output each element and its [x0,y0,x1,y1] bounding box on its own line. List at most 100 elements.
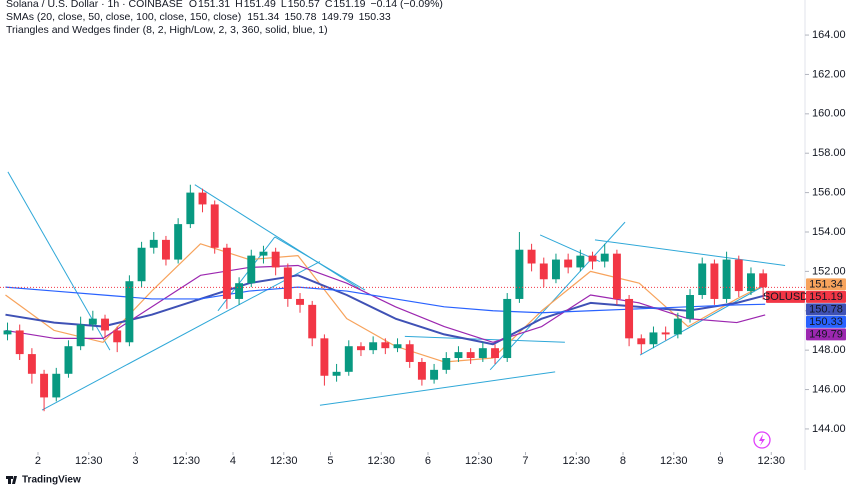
candle-body [52,373,61,398]
candle-body [161,239,170,260]
candle-body [673,318,682,335]
ohlc-value: 151.49 [244,0,276,10]
price-tag [806,315,846,328]
candle-body [503,298,512,359]
chart-title: Solana / U.S. Dollar · 1h · COINBASE [6,0,183,10]
pattern-title: Triangles and Wedges finder (8, 2, High/… [6,24,328,36]
axes: 144.00146.00148.00150.00152.00154.00156.… [35,29,846,467]
x-tick-label: 12:30 [465,455,493,467]
candle-body [393,344,402,349]
candle-body [527,249,536,264]
candle-body [661,332,670,335]
candle-body [442,358,451,370]
candle-body [417,361,426,380]
x-tick-label: 12:30 [368,455,396,467]
y-tick-label: 148.00 [812,344,846,356]
ohlc-key: C [325,0,333,10]
x-tick-label: 2 [35,455,41,467]
trendline [594,239,786,266]
x-tick-label: 12:30 [758,455,786,467]
ohlc-key: O [189,0,197,10]
trendline [319,371,556,406]
candle-body [722,259,731,299]
lightning-icon[interactable] [753,431,771,449]
candle-body [125,281,134,343]
candle-body [15,330,24,355]
ohlc-value: 151.31 [198,0,230,10]
sma-line [5,286,766,314]
y-tick-label: 158.00 [812,147,846,159]
candle-body [539,263,548,280]
price-tag-label: 150.78 [809,303,843,315]
candle-body [649,332,658,345]
candle-body [222,247,231,299]
candle-body [64,346,73,374]
sma-value: 150.33 [359,11,391,23]
icon-ring [753,431,771,449]
y-tick-label: 160.00 [812,108,846,120]
candle-body [40,373,49,398]
ohlc-value: 151.19 [333,0,365,10]
y-tick-label: 152.00 [812,265,846,277]
candle-body [186,192,195,225]
sma-value: 150.78 [284,11,316,23]
header: Solana / U.S. Dollar · 1h · COINBASE SMA… [6,0,443,36]
candle-body [27,354,36,374]
candle-body [137,247,146,282]
candle-body [564,259,573,268]
symbol-label: SOLUSD [763,291,808,303]
price-tag [806,303,846,316]
candle-body [747,273,755,292]
candle-body [600,253,609,262]
plot [0,171,805,412]
ohlc-key: H [235,0,243,10]
candle-body [625,298,634,339]
candle-body [283,267,292,299]
candle-body [637,338,646,345]
candle-body [101,318,109,331]
brand-logo[interactable]: TradingView [6,475,81,485]
x-tick-label: 8 [620,455,626,467]
candle-body [576,255,585,268]
candle-body [76,324,85,347]
ohlc-value: 150.57 [288,0,320,10]
candle-body [247,255,256,284]
candle-body [320,338,329,376]
candle-body [515,249,524,299]
y-tick-label: 154.00 [812,226,846,238]
trendline [194,184,361,290]
candle-body [381,342,390,349]
logo-mark [6,476,17,484]
y-tick-label: 146.00 [812,383,846,395]
y-tick-label: 144.00 [812,423,846,435]
candle-body [612,253,621,299]
candle-body [369,342,378,351]
candle-body [466,352,475,359]
sma-value: 149.79 [321,11,353,23]
candle-body [88,318,97,325]
brand: TradingView [22,475,81,485]
x-tick-label: 12:30 [563,455,591,467]
candle-body [198,192,207,205]
price-tag [806,290,846,303]
sma-value: 151.34 [247,11,279,23]
trendline [489,221,626,371]
y-tick-label: 162.00 [812,68,846,80]
price-tag-label: 151.19 [809,291,843,303]
candle-body [734,259,743,292]
candle-body [113,330,122,343]
candle-body [698,263,707,296]
candle-body [491,348,499,359]
candle-body [210,204,219,248]
x-tick-label: 12:30 [75,455,103,467]
x-tick-label: 6 [425,455,431,467]
candle-body [686,295,694,319]
candle-body [308,304,317,339]
candle-body [588,255,597,262]
ohlc-change: −0.14 (−0.09%) [371,0,443,10]
candle-body [405,344,414,362]
price-tag [806,278,846,291]
